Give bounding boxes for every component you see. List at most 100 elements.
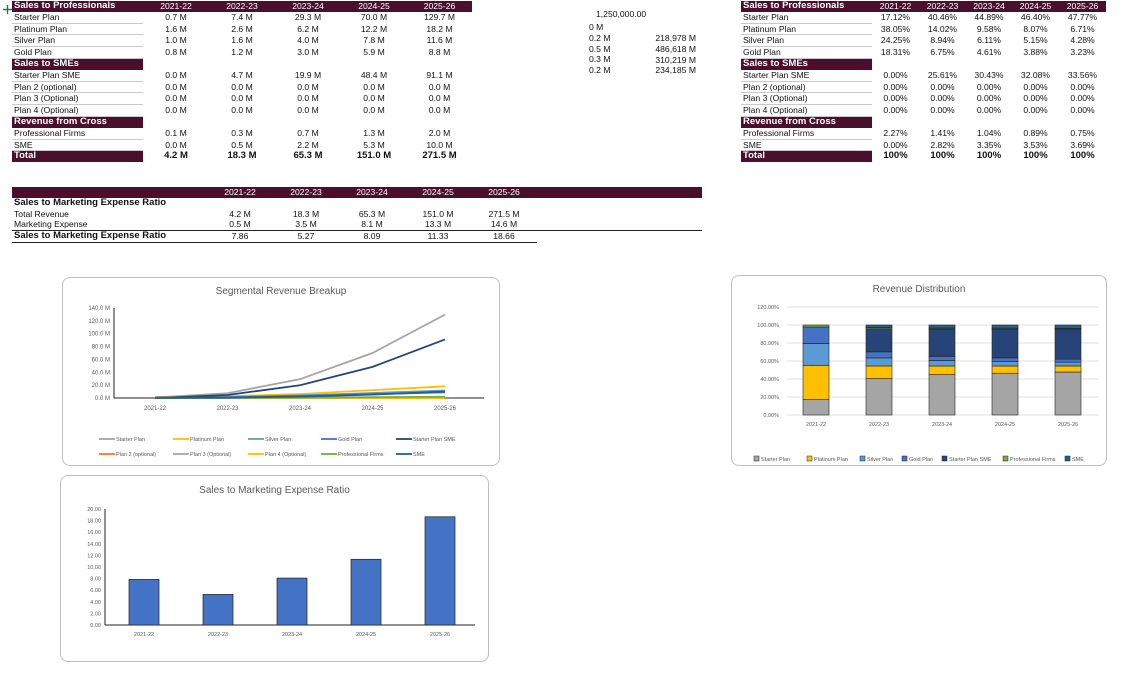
row-value: 0.0 M (165, 70, 187, 81)
stack-segment[interactable] (928, 374, 956, 416)
total-value: 4.2 M (143, 150, 209, 163)
stack-segment[interactable] (802, 343, 830, 366)
ratio-result-value: 8.09 (339, 230, 405, 243)
total-row: Total 4.2 M 18.3 M 65.3 M 151.0 M 271.5 M (12, 150, 472, 163)
year-header: 2023-24 (275, 1, 341, 12)
empty-cell (537, 231, 702, 243)
table-row: Platinum Plan 38.05% 14.02% 9.58% 8.07% 6.71% (741, 23, 1106, 36)
row-value: 0.00% (883, 70, 908, 81)
row-label: Silver Plan (741, 34, 872, 48)
year-header: 2024-25 (1012, 1, 1059, 12)
empty-cell (143, 58, 209, 69)
stack-segment[interactable] (1054, 328, 1082, 360)
stack-segment[interactable] (928, 324, 956, 329)
stack-segment[interactable] (928, 365, 956, 375)
legend-swatch (1064, 455, 1071, 462)
segmental-revenue-chart[interactable]: Segmental Revenue Breakup 0.0 M 20.0 M 40.… (62, 277, 500, 466)
ratio-bar[interactable] (202, 594, 234, 626)
y-tick-label: 0.0 M (95, 396, 110, 402)
series-line[interactable] (154, 338, 446, 399)
side-value: 0.2 M (589, 32, 611, 43)
side-value: 218,978 M (655, 33, 696, 43)
x-tick-label: 2024-25 (995, 422, 1015, 428)
stack-segment[interactable] (991, 357, 1019, 362)
stack-segment[interactable] (1054, 371, 1082, 416)
stack-segment[interactable] (991, 372, 1019, 416)
y-tick-label: 60.0 M (92, 357, 110, 363)
row-value: 0.0 M (165, 139, 187, 150)
stack-segment[interactable] (928, 328, 956, 357)
stack-segment[interactable] (991, 328, 1019, 359)
stack-segment[interactable] (865, 324, 893, 328)
marketing-ratio-chart[interactable]: Sales to Marketing Expense Ratio 0.00 2.0… (60, 475, 489, 662)
row-label: Starter Plan (12, 11, 143, 24)
row-label: Starter Plan SME (741, 69, 872, 82)
stack-segment[interactable] (802, 326, 830, 344)
stack-segment[interactable] (1054, 324, 1082, 329)
section-title: Sales to Professionals (741, 0, 872, 12)
total-row: Total 100% 100% 100% 100% 100% (741, 150, 1106, 163)
row-value: 0.0 M (428, 81, 451, 92)
side-value: 0.5 M (589, 43, 611, 54)
row-value: 2.2 M (297, 139, 319, 150)
stack-segment[interactable] (802, 365, 830, 400)
series-line[interactable] (154, 390, 446, 399)
y-tick-label: 40.0 M (92, 370, 110, 376)
stack-segment[interactable] (1054, 365, 1082, 373)
stack-segment[interactable] (991, 365, 1019, 374)
y-tick-label: 4.00 (90, 600, 101, 606)
ratio-bar[interactable] (424, 516, 456, 626)
stack-segment[interactable] (865, 378, 893, 416)
row-value: 5.3 M (363, 139, 385, 150)
row-value: 0.00% (1070, 81, 1095, 92)
row-value: 271.5 M (488, 208, 520, 219)
row-value: 0.00% (930, 81, 955, 92)
series-line[interactable] (154, 313, 446, 399)
stack-segment[interactable] (865, 365, 893, 379)
stack-segment[interactable] (1054, 361, 1082, 367)
row-value: 1.0 M (165, 35, 187, 46)
marketing-ratio-chart-title: Sales to Marketing Expense Ratio (199, 485, 350, 496)
stack-segment[interactable] (991, 361, 1019, 367)
year-header: 2025-26 (407, 1, 472, 12)
empty-cell (273, 198, 339, 209)
empty-cell (872, 58, 919, 69)
total-label: Total (12, 150, 143, 163)
legend-label: Platinum Plan (814, 457, 848, 463)
row-value: 4.0 M (297, 35, 319, 46)
table-row: Silver Plan 24.25% 8.94% 6.11% 5.15% 4.28% (741, 34, 1106, 48)
row-value: 33.56% (1067, 70, 1098, 81)
row-value: 8.07% (1023, 23, 1048, 34)
row-value: 0.0 M (165, 105, 187, 116)
y-tick-label: 20.00 (87, 507, 101, 513)
y-tick-label: 8.00 (90, 577, 101, 583)
row-value: 29.3 M (294, 12, 322, 23)
empty-cell (872, 116, 919, 127)
stack-segment[interactable] (802, 399, 830, 416)
stack-segment[interactable] (865, 351, 893, 359)
table-row: Professional Firms 2.27% 1.41% 1.04% 0.89% 0.… (741, 127, 1106, 140)
row-label: Starter Plan (741, 11, 872, 24)
section-title: Sales to Professionals (12, 0, 143, 12)
stack-segment[interactable] (991, 324, 1019, 329)
ratio-bar[interactable] (128, 579, 160, 626)
empty-cell (966, 116, 1012, 127)
cell-comment-marker-icon[interactable] (3, 5, 12, 14)
stack-segment[interactable] (928, 360, 956, 367)
stack-segment[interactable] (928, 356, 956, 361)
ratio-bar[interactable] (276, 577, 308, 626)
empty-cell (143, 116, 209, 127)
ratio-bar[interactable] (350, 558, 382, 626)
revenue-distribution-chart[interactable]: Revenue Distribution 0.00% 20.00% 40.00% 60… (731, 275, 1107, 466)
stack-segment[interactable] (802, 324, 830, 328)
stack-segment[interactable] (865, 357, 893, 367)
side-value: 0.2 M (589, 65, 611, 76)
row-label: Plan 4 (Optional) (741, 104, 872, 117)
row-value: 0.0 M (231, 81, 253, 92)
total-value: 100% (872, 150, 919, 163)
row-value: 0.0 M (231, 105, 253, 116)
stack-segment[interactable] (865, 328, 893, 353)
row-value: 0.00% (976, 81, 1002, 92)
row-label: Plan 3 (Optional) (741, 92, 872, 106)
stack-segment[interactable] (1054, 358, 1082, 363)
